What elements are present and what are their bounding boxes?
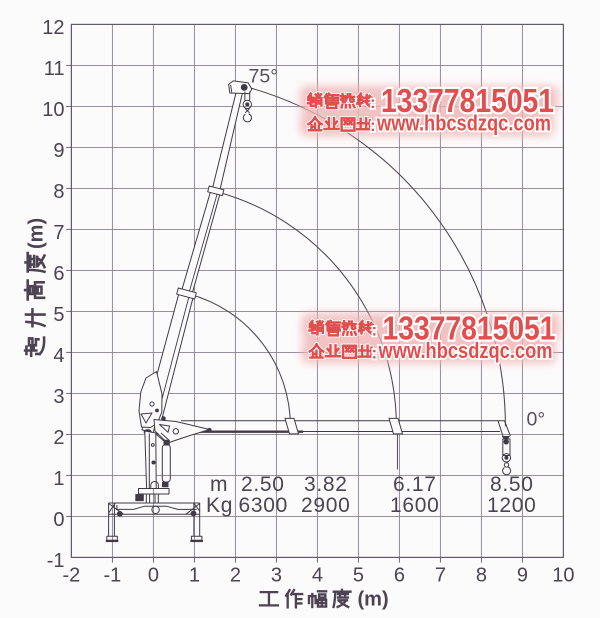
svg-text:5: 5 xyxy=(353,565,364,587)
svg-text:7: 7 xyxy=(435,565,446,587)
svg-text:75°: 75° xyxy=(249,66,279,88)
svg-text:6300: 6300 xyxy=(239,494,289,517)
svg-text:1600: 1600 xyxy=(390,494,440,517)
svg-text:12: 12 xyxy=(42,17,64,39)
svg-text:Kg: Kg xyxy=(206,494,233,517)
svg-text:13377815051: 13377815051 xyxy=(381,82,554,119)
svg-text:1: 1 xyxy=(189,565,200,587)
svg-text:0°: 0° xyxy=(527,409,546,431)
svg-text:2: 2 xyxy=(53,427,64,449)
svg-text:(m): (m) xyxy=(26,218,48,249)
svg-text:-1: -1 xyxy=(104,565,122,587)
svg-text:8: 8 xyxy=(476,565,487,587)
svg-text:3: 3 xyxy=(271,565,282,587)
svg-text:-1: -1 xyxy=(47,550,65,572)
svg-text:6: 6 xyxy=(53,263,64,285)
svg-text:(m): (m) xyxy=(358,589,389,611)
svg-text:13377815051: 13377815051 xyxy=(383,309,556,346)
svg-text:2.50: 2.50 xyxy=(241,473,285,496)
svg-text:www.hbcsdzqc.com: www.hbcsdzqc.com xyxy=(378,338,553,363)
svg-text:8.50: 8.50 xyxy=(490,473,534,496)
svg-text::: : xyxy=(370,116,376,135)
svg-text:10: 10 xyxy=(42,99,64,121)
svg-text:m: m xyxy=(210,473,228,496)
svg-text::: : xyxy=(370,93,376,112)
svg-text:7: 7 xyxy=(53,222,64,244)
svg-text:1: 1 xyxy=(53,468,64,490)
svg-text:3: 3 xyxy=(53,386,64,408)
svg-text:9: 9 xyxy=(517,565,528,587)
svg-text:10: 10 xyxy=(552,565,574,587)
svg-text:4: 4 xyxy=(312,565,323,587)
svg-text:9: 9 xyxy=(53,140,64,162)
svg-text::: : xyxy=(372,343,378,362)
svg-text:1200: 1200 xyxy=(487,494,537,517)
svg-text:2: 2 xyxy=(230,565,241,587)
svg-text:6.17: 6.17 xyxy=(393,473,437,496)
svg-text:6: 6 xyxy=(394,565,405,587)
svg-text:5: 5 xyxy=(53,304,64,326)
svg-text:4: 4 xyxy=(53,345,64,367)
svg-text:0: 0 xyxy=(53,509,64,531)
svg-text:3.82: 3.82 xyxy=(304,473,348,496)
svg-text:11: 11 xyxy=(44,58,65,80)
svg-text::: : xyxy=(372,320,378,339)
svg-text:8: 8 xyxy=(53,181,64,203)
svg-text:2900: 2900 xyxy=(301,494,351,517)
svg-text:0: 0 xyxy=(148,565,159,587)
svg-text:-2: -2 xyxy=(63,565,81,587)
svg-text:www.hbcsdzqc.com: www.hbcsdzqc.com xyxy=(376,111,551,136)
